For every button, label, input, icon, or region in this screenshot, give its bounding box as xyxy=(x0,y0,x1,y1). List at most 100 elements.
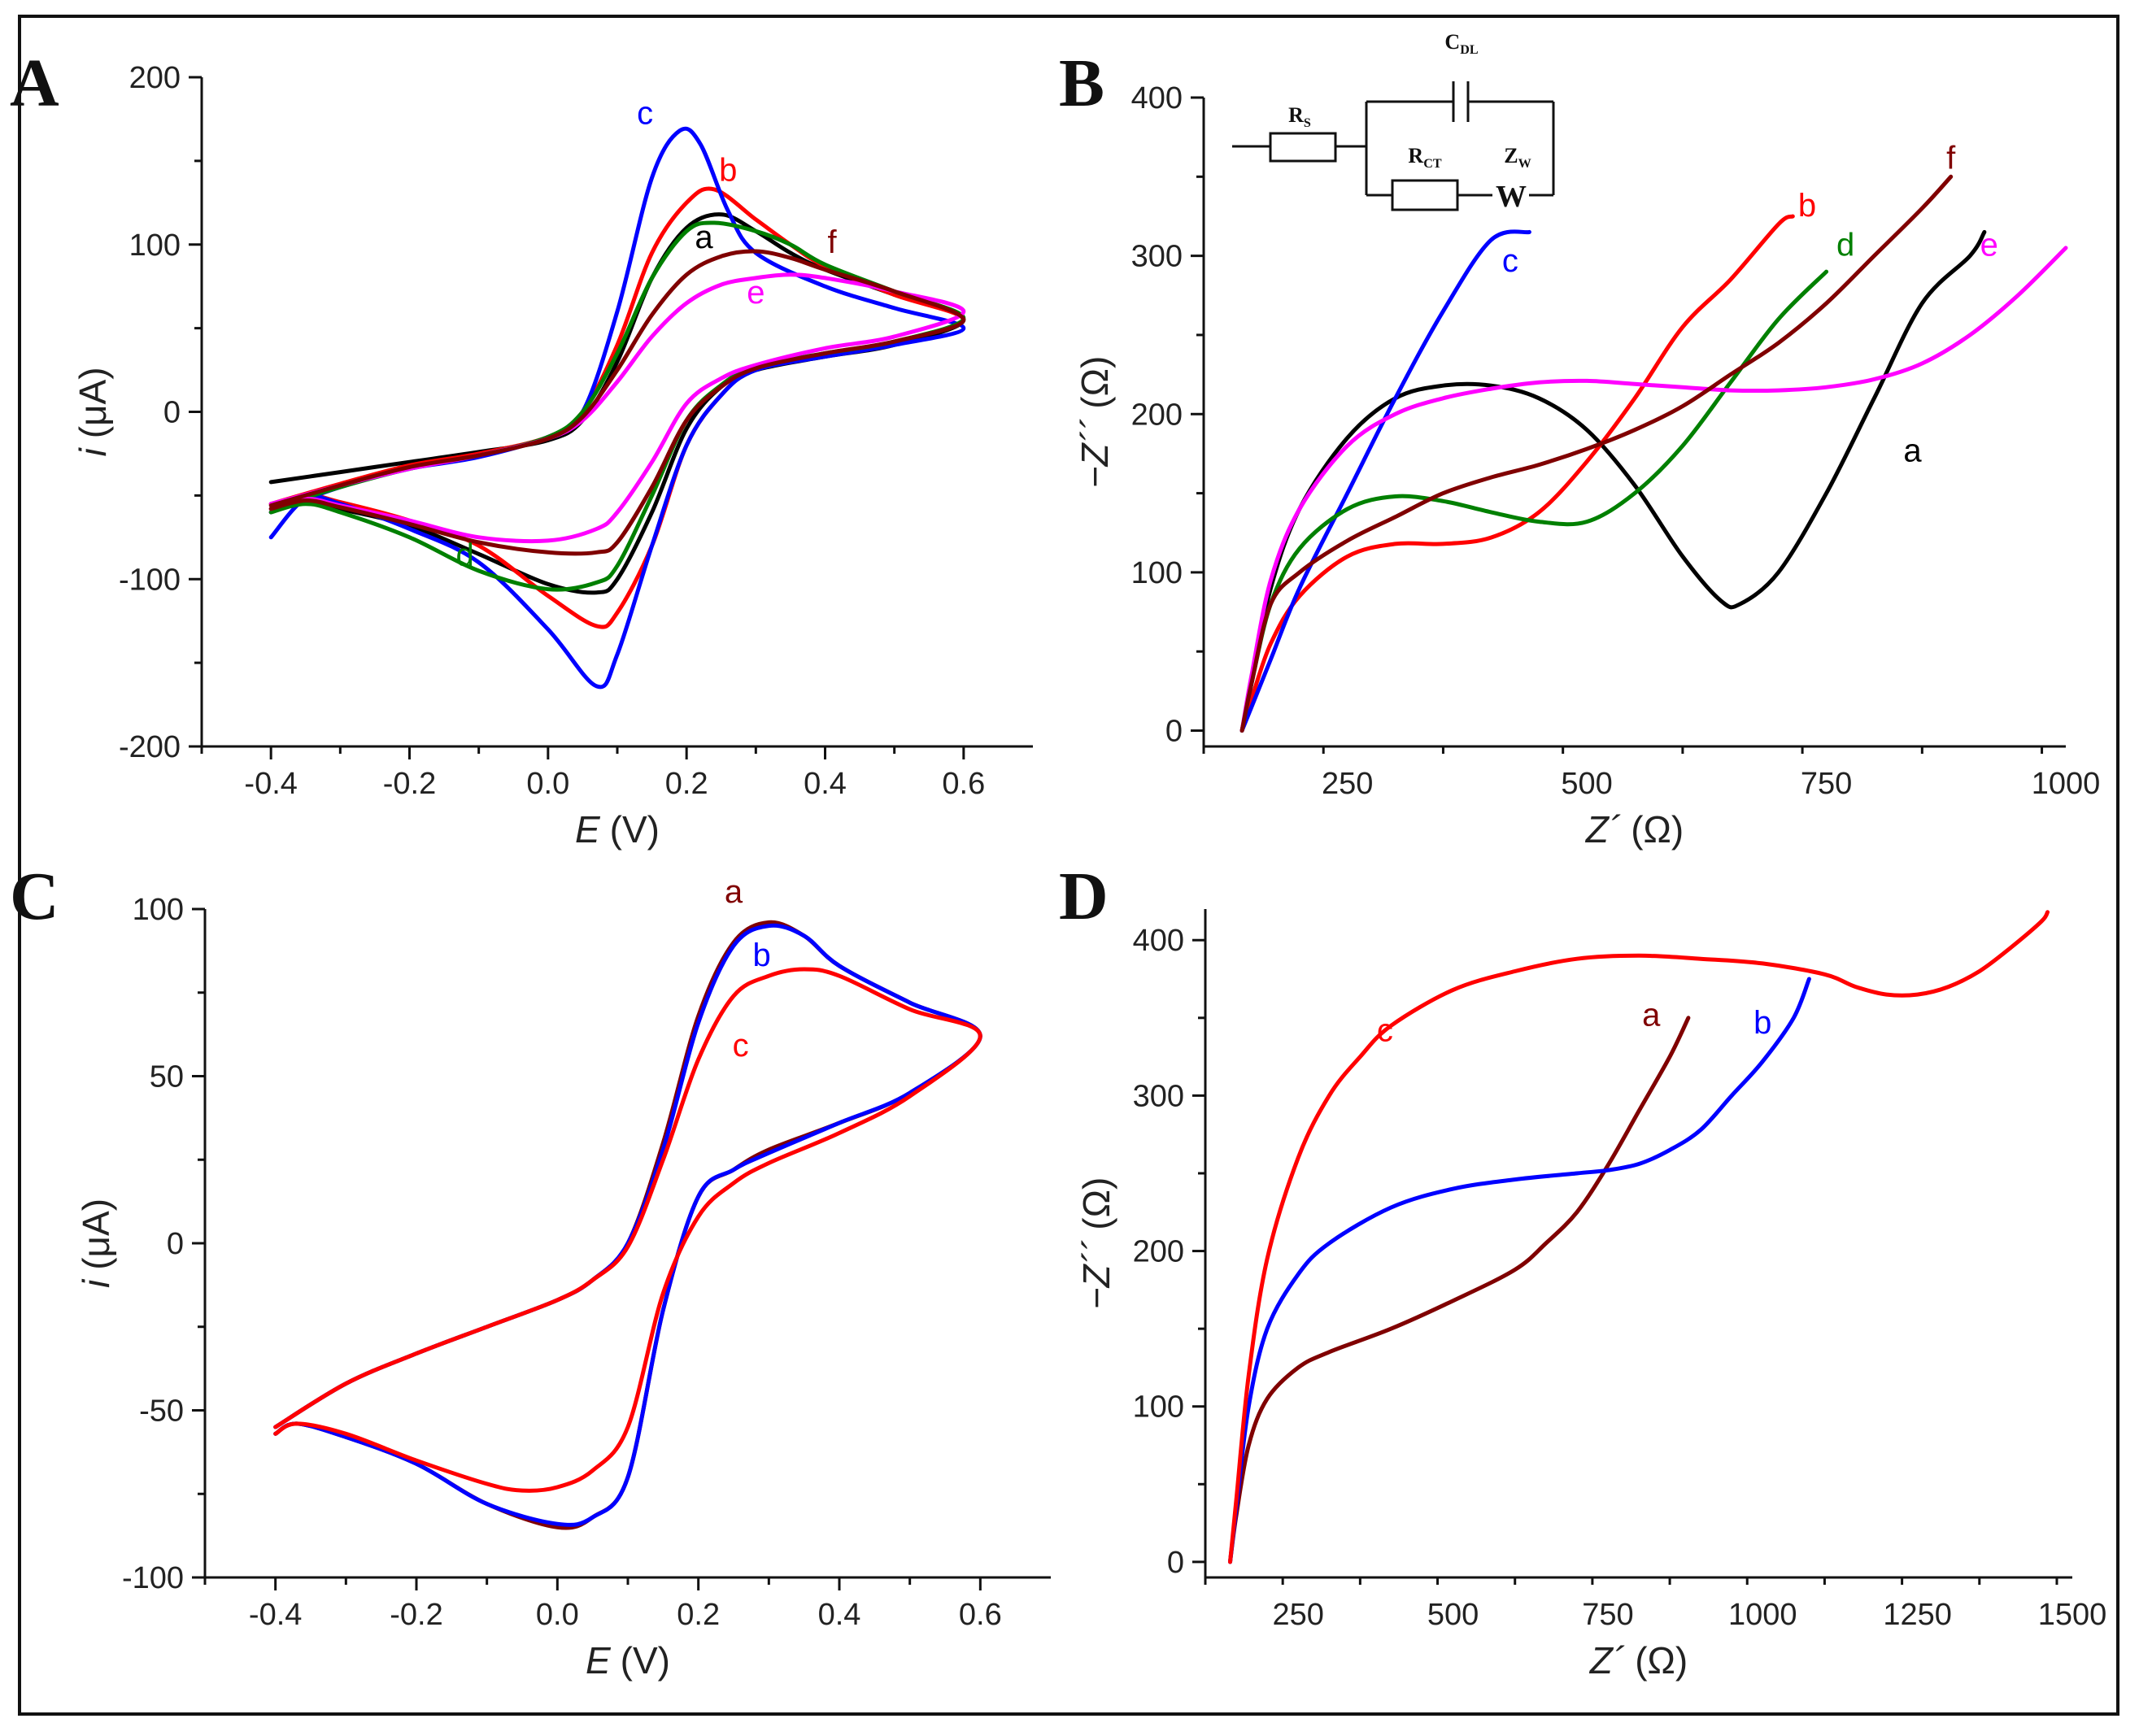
series-c-line xyxy=(268,126,966,690)
series-c-label: c xyxy=(733,1028,749,1064)
panel-a: A -0.4 -0.2 0.0 0.2 0.4 0.6 -200 -100 0 100 200 E (V)… xyxy=(10,46,1033,851)
panel-letter: A xyxy=(10,46,59,121)
series-c-line xyxy=(273,967,982,1493)
x-tick-label: 250 xyxy=(1273,1598,1324,1632)
x-axis-unit: (V) xyxy=(621,1639,670,1682)
label-rct-symbol: R xyxy=(1408,144,1423,168)
x-tick-label: 0.2 xyxy=(677,1598,720,1632)
label-rs: RS xyxy=(1288,103,1311,130)
resistor-rct xyxy=(1391,179,1459,211)
series-d-line xyxy=(268,220,966,592)
panel-letter: B xyxy=(1059,46,1104,121)
y-axis-label: i (μA) xyxy=(72,367,114,456)
y-tick-label: 200 xyxy=(1133,1235,1184,1269)
x-tick-label: 750 xyxy=(1801,767,1852,801)
series-a-line xyxy=(273,920,982,1530)
label-rs-subscript: S xyxy=(1304,116,1311,130)
x-tick-label: 0.0 xyxy=(536,1598,579,1632)
y-tick-label: 100 xyxy=(129,228,181,263)
series-d-line xyxy=(1239,269,1829,733)
equivalent-circuit xyxy=(1232,81,1555,211)
x-axis-label: E (V) xyxy=(586,1639,670,1682)
y-axis-label: i (μA) xyxy=(75,1199,117,1288)
series-b-line xyxy=(268,186,966,629)
x-axis-label: E (V) xyxy=(575,808,660,851)
label-cdl-symbol: C xyxy=(1444,30,1460,54)
series-b-label: b xyxy=(1753,1005,1771,1041)
x-axis-unit: (Ω) xyxy=(1635,1639,1688,1682)
y-axis-unit: (μA) xyxy=(75,1199,117,1270)
x-axis-unit: (Ω) xyxy=(1631,808,1684,851)
x-tick-label: 0.0 xyxy=(526,767,569,801)
x-tick-label: 250 xyxy=(1322,767,1373,801)
y-tick-label: 0 xyxy=(167,1227,184,1261)
warburg-element-symbol: W xyxy=(1496,180,1527,214)
y-tick-label: 400 xyxy=(1131,81,1183,115)
y-axis-variable: i xyxy=(72,447,114,457)
y-tick-label: 300 xyxy=(1131,240,1183,274)
series-f-label: f xyxy=(1946,141,1956,176)
x-axis-variable: E xyxy=(575,808,601,851)
series-a-label: a xyxy=(1642,997,1661,1033)
series-d-label: d xyxy=(1836,228,1854,263)
figure-frame xyxy=(18,15,2119,1716)
series-b-label: b xyxy=(753,938,771,973)
series-e-label: e xyxy=(747,275,765,311)
series-a-line xyxy=(1228,1016,1691,1564)
y-tick-label: -50 xyxy=(139,1394,184,1429)
series-a-label: a xyxy=(695,220,713,255)
series-b-line xyxy=(1239,214,1795,733)
x-tick-label: 500 xyxy=(1427,1598,1479,1632)
series-f-label: f xyxy=(827,224,837,260)
x-tick-label: 0.4 xyxy=(804,767,847,801)
series-a-label: a xyxy=(725,874,743,910)
x-tick-label: 1000 xyxy=(2032,767,2101,801)
x-axis-variable: E xyxy=(586,1639,612,1682)
label-rct: RCT xyxy=(1408,144,1441,171)
x-tick-label: 500 xyxy=(1561,767,1612,801)
x-tick-label: 750 xyxy=(1582,1598,1633,1632)
y-tick-label: -200 xyxy=(119,730,181,764)
y-tick-label: 0 xyxy=(163,396,181,430)
label-zw-symbol: Z xyxy=(1504,144,1518,168)
y-tick-label: 0 xyxy=(1165,715,1183,749)
x-tick-label: -0.4 xyxy=(244,767,297,801)
y-tick-label: 0 xyxy=(1167,1546,1184,1580)
series-b-label: b xyxy=(1798,188,1816,224)
y-tick-label: 200 xyxy=(1131,398,1183,432)
x-axis-label: Z´ (Ω) xyxy=(1589,1639,1688,1682)
label-zw: ZW xyxy=(1504,144,1531,171)
panel-letter: D xyxy=(1059,859,1109,934)
panel-c: C -0.4 -0.2 0.0 0.2 0.4 0.6 -100 -50 0 50 100 E (V) i (… xyxy=(10,859,1051,1682)
y-tick-label: 100 xyxy=(1133,1390,1184,1425)
y-axis-label: −Z´´ (Ω) xyxy=(1075,1177,1117,1310)
y-axis-variable: −Z´´ xyxy=(1075,1240,1117,1310)
series-f-line xyxy=(268,249,966,556)
y-axis-variable: −Z´´ xyxy=(1074,419,1116,489)
x-tick-label: -0.4 xyxy=(249,1598,302,1632)
series-e-label: e xyxy=(1980,228,1998,263)
x-tick-label: 1000 xyxy=(1728,1598,1797,1632)
label-cdl: CDL xyxy=(1444,30,1478,57)
y-tick-label: 50 xyxy=(150,1060,184,1094)
label-rs-symbol: R xyxy=(1288,103,1304,127)
y-axis-unit: (μA) xyxy=(72,367,114,438)
x-axis-unit: (V) xyxy=(610,808,660,851)
series-d-label: d xyxy=(456,537,474,573)
y-tick-label: -100 xyxy=(119,563,181,597)
series-a-line xyxy=(268,212,966,595)
x-axis-label: Z´ (Ω) xyxy=(1585,808,1684,851)
x-tick-label: 0.2 xyxy=(665,767,708,801)
x-tick-label: -0.2 xyxy=(390,1598,442,1632)
y-tick-label: 300 xyxy=(1133,1079,1184,1113)
series-a-label: a xyxy=(1903,433,1922,469)
series-c-label: c xyxy=(1377,1012,1393,1048)
x-tick-label: 0.4 xyxy=(818,1598,861,1632)
warburg-element: W xyxy=(1496,180,1527,214)
y-tick-label: 400 xyxy=(1133,924,1184,958)
panel-letter: C xyxy=(10,859,59,934)
x-axis-variable: Z´ xyxy=(1589,1639,1625,1682)
